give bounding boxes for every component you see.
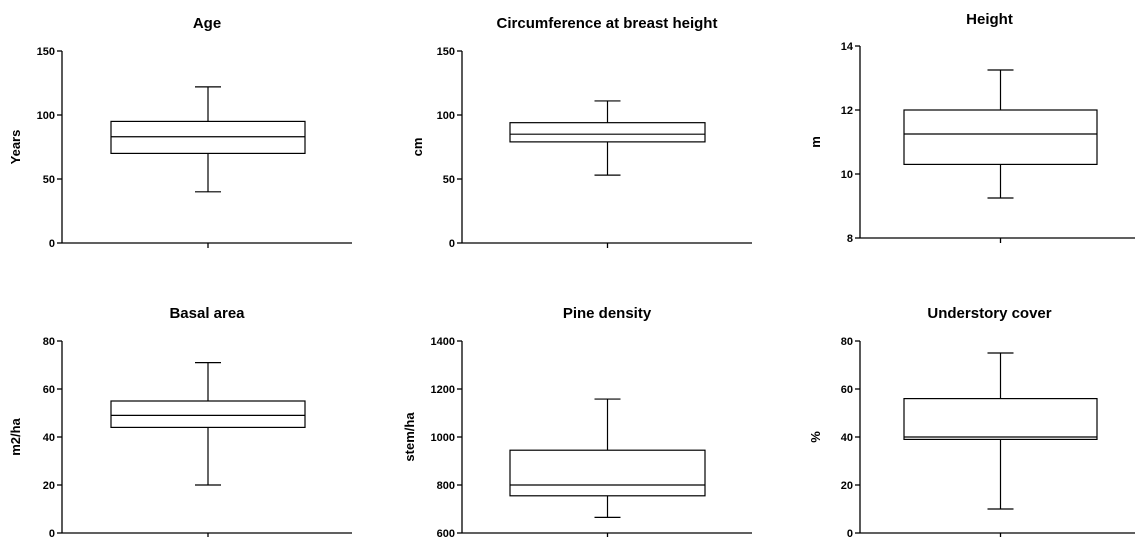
y-tick-label: 1000 [431, 432, 455, 444]
y-tick-label: 100 [437, 110, 455, 122]
iqr-box [509, 449, 706, 497]
y-axis-label: m2/ha [8, 417, 23, 455]
y-tick-label: 100 [37, 110, 55, 122]
y-tick-label: 60 [841, 384, 853, 396]
y-tick-label: 0 [49, 528, 55, 537]
chart-panel-3: Height m 8 10 12 14 [808, 11, 1135, 245]
y-tick-label: 150 [37, 46, 55, 58]
y-axis-label: % [808, 431, 823, 443]
y-tick-label: 20 [43, 480, 55, 492]
chart-title: Age [193, 15, 221, 32]
y-tick-label: 80 [841, 336, 853, 348]
chart-title: Circumference at breast height [497, 15, 718, 32]
y-tick-label: 50 [43, 174, 55, 186]
y-tick-label: 0 [449, 238, 455, 250]
y-tick-label: 10 [841, 169, 853, 181]
y-axis-label: Years [8, 130, 23, 165]
chart-panel-2: Circumference at breast height cm 0 50 100 15… [410, 15, 752, 250]
y-axis-label: stem/ha [402, 412, 417, 462]
y-axis-label: cm [410, 138, 425, 157]
y-tick-label: 0 [847, 528, 853, 537]
chart-title: Pine density [563, 305, 652, 322]
iqr-box [110, 120, 306, 155]
y-tick-label: 40 [841, 432, 853, 444]
iqr-box [110, 400, 306, 428]
y-tick-label: 1200 [431, 384, 455, 396]
chart-panel-4: Basal area m2/ha 0 20 40 60 80 [8, 305, 352, 537]
y-tick-label: 0 [49, 238, 55, 250]
chart-title: Basal area [169, 305, 245, 322]
chart-panel-1: Age Years 0 50 100 150 [8, 15, 352, 250]
iqr-box [509, 122, 706, 143]
chart-title: Understory cover [927, 305, 1051, 322]
y-tick-label: 14 [841, 41, 854, 53]
y-tick-label: 12 [841, 105, 853, 117]
y-tick-label: 1400 [431, 336, 455, 348]
chart-title: Height [966, 11, 1013, 28]
y-tick-label: 800 [437, 480, 455, 492]
y-tick-label: 150 [437, 46, 455, 58]
iqr-box [903, 398, 1098, 441]
chart-panel-5: Pine density stem/ha 600 800 1000 1200 1400 [402, 305, 752, 537]
y-tick-label: 20 [841, 480, 853, 492]
y-tick-label: 50 [443, 174, 455, 186]
y-tick-label: 60 [43, 384, 55, 396]
y-tick-label: 80 [43, 336, 55, 348]
chart-panel-6: Understory cover% 0 20 40 60 80 [808, 305, 1135, 537]
y-axis-label: m [808, 136, 823, 148]
iqr-box [903, 109, 1098, 166]
y-tick-label: 8 [847, 233, 853, 245]
y-tick-label: 600 [437, 528, 455, 537]
y-tick-label: 40 [43, 432, 55, 444]
